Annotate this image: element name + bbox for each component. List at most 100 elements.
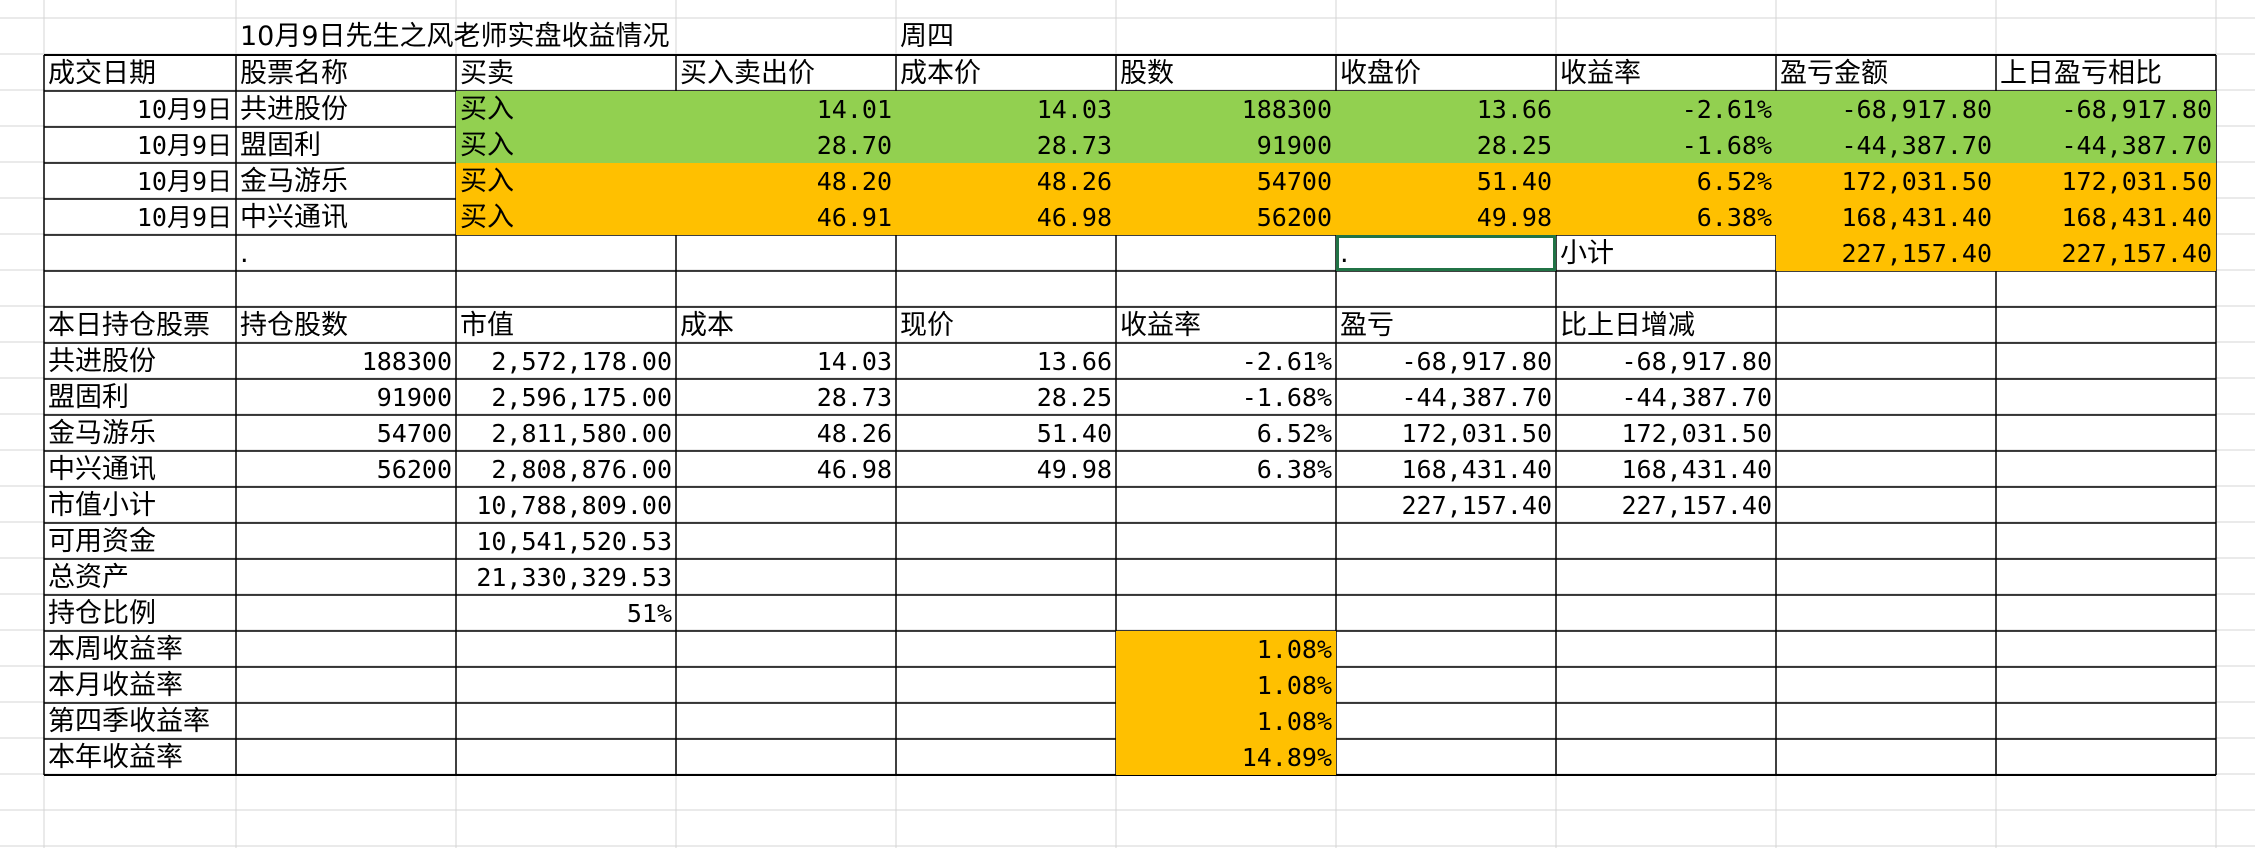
- empty-cell[interactable]: [1336, 739, 1556, 775]
- empty-cell[interactable]: [1996, 487, 2216, 523]
- trade-cell-return[interactable]: -1.68%: [1556, 127, 1776, 163]
- empty-cell[interactable]: [1996, 379, 2216, 415]
- holdings-cell-value[interactable]: 2,811,580.00: [491, 418, 672, 448]
- holdings-cell-delta[interactable]: 168,431.40: [1621, 454, 1772, 484]
- empty-cell[interactable]: [236, 271, 456, 307]
- trade-cell-vs_prev[interactable]: -68,917.80: [1996, 91, 2216, 127]
- holdings-cell-name[interactable]: 中兴通讯: [48, 453, 156, 485]
- trade-cell-name[interactable]: 共进股份: [240, 93, 348, 125]
- holdings-cell-delta[interactable]: 172,031.50: [1621, 418, 1772, 448]
- empty-cell[interactable]: [1996, 667, 2216, 703]
- trade-cell-shares[interactable]: 56200: [1116, 199, 1336, 235]
- empty-cell[interactable]: [676, 595, 896, 631]
- subtotal-vs-prev[interactable]: 227,157.40: [1996, 235, 2216, 271]
- return-label[interactable]: 第四季收益率: [48, 705, 210, 737]
- empty-cell[interactable]: [1336, 271, 1556, 307]
- return-value[interactable]: 1.08%: [1116, 703, 1336, 739]
- empty-cell[interactable]: [676, 271, 896, 307]
- empty-cell[interactable]: [456, 631, 676, 667]
- trade-cell-vs_prev[interactable]: 172,031.50: [1996, 163, 2216, 199]
- trade-cell-date[interactable]: 10月9日: [136, 166, 232, 196]
- selected-cell[interactable]: .: [1336, 235, 1556, 271]
- market-value-subtotal-label[interactable]: 市值小计: [48, 489, 156, 521]
- return-value[interactable]: 1.08%: [1116, 667, 1336, 703]
- empty-cell[interactable]: [456, 667, 676, 703]
- trade-cell-name[interactable]: 盟固利: [240, 129, 321, 161]
- trade-subtotal-cell[interactable]: [896, 235, 1116, 271]
- empty-cell[interactable]: [236, 559, 456, 595]
- holdings-cell-cost[interactable]: 28.73: [816, 382, 892, 412]
- empty-cell[interactable]: [676, 631, 896, 667]
- empty-cell[interactable]: [1776, 739, 1996, 775]
- holdings-cell-pnl[interactable]: -68,917.80: [1401, 346, 1552, 376]
- trade-header-9[interactable]: 上日盈亏相比: [2000, 57, 2162, 89]
- empty-cell[interactable]: [676, 703, 896, 739]
- empty-cell[interactable]: [1116, 523, 1336, 559]
- holdings-cell-shares[interactable]: 54700: [376, 418, 452, 448]
- empty-cell[interactable]: [1776, 667, 1996, 703]
- empty-cell[interactable]: [896, 667, 1116, 703]
- trade-subtotal-cell[interactable]: [676, 235, 896, 271]
- holdings-cell-price[interactable]: 28.25: [1036, 382, 1112, 412]
- holdings-header-1[interactable]: 持仓股数: [240, 309, 348, 341]
- holdings-cell-delta[interactable]: -68,917.80: [1621, 346, 1772, 376]
- trade-cell-return[interactable]: -2.61%: [1556, 91, 1776, 127]
- trade-cell-close[interactable]: 49.98: [1336, 199, 1556, 235]
- trade-cell-date[interactable]: 10月9日: [136, 130, 232, 160]
- holdings-cell-value[interactable]: 2,572,178.00: [491, 346, 672, 376]
- trade-cell-cost[interactable]: 46.98: [896, 199, 1116, 235]
- empty-cell[interactable]: [896, 559, 1116, 595]
- holdings-cell-cost[interactable]: 48.26: [816, 418, 892, 448]
- holdings-cell-cost[interactable]: 14.03: [816, 346, 892, 376]
- trade-cell-pnl[interactable]: -68,917.80: [1776, 91, 1996, 127]
- position-ratio-value[interactable]: 51%: [626, 598, 672, 628]
- trade-cell-return[interactable]: 6.38%: [1556, 199, 1776, 235]
- empty-cell[interactable]: [1336, 631, 1556, 667]
- empty-cell[interactable]: [236, 523, 456, 559]
- empty-cell[interactable]: [676, 667, 896, 703]
- holdings-cell-name[interactable]: 盟固利: [48, 381, 129, 413]
- trade-cell-cost[interactable]: 28.73: [896, 127, 1116, 163]
- trade-header-5[interactable]: 股数: [1120, 57, 1174, 89]
- trade-subtotal-cell[interactable]: [456, 235, 676, 271]
- empty-cell[interactable]: [1996, 559, 2216, 595]
- empty-cell[interactable]: [676, 559, 896, 595]
- trade-cell-price[interactable]: 14.01: [676, 91, 896, 127]
- sheet-title[interactable]: 10月9日先生之风老师实盘收益情况: [240, 21, 670, 52]
- empty-cell[interactable]: [676, 523, 896, 559]
- empty-cell[interactable]: [1116, 595, 1336, 631]
- empty-cell[interactable]: [1556, 631, 1776, 667]
- return-value[interactable]: 14.89%: [1116, 739, 1336, 775]
- holdings-header-0[interactable]: 本日持仓股票: [48, 309, 210, 341]
- empty-cell[interactable]: [236, 631, 456, 667]
- empty-cell[interactable]: [1116, 487, 1336, 523]
- holdings-cell-price[interactable]: 49.98: [1036, 454, 1112, 484]
- empty-cell[interactable]: [236, 595, 456, 631]
- empty-cell[interactable]: [676, 487, 896, 523]
- subtotal-label[interactable]: 小计: [1560, 237, 1614, 269]
- empty-cell[interactable]: [896, 703, 1116, 739]
- holdings-cell-delta[interactable]: -44,387.70: [1621, 382, 1772, 412]
- trade-cell-price[interactable]: 46.91: [676, 199, 896, 235]
- empty-cell[interactable]: [1996, 595, 2216, 631]
- empty-cell[interactable]: [676, 739, 896, 775]
- empty-cell[interactable]: [896, 523, 1116, 559]
- empty-cell[interactable]: [1556, 703, 1776, 739]
- empty-cell[interactable]: [1116, 271, 1336, 307]
- holdings-cell-price[interactable]: 51.40: [1036, 418, 1112, 448]
- holdings-delta-subtotal[interactable]: 227,157.40: [1621, 490, 1772, 520]
- trade-cell-side[interactable]: 买入: [456, 91, 676, 127]
- holdings-header-7[interactable]: 比上日增减: [1560, 309, 1695, 341]
- holdings-cell-shares[interactable]: 188300: [361, 346, 452, 376]
- empty-cell[interactable]: [1556, 739, 1776, 775]
- trade-header-8[interactable]: 盈亏金额: [1780, 57, 1888, 89]
- empty-cell[interactable]: [1776, 703, 1996, 739]
- return-value[interactable]: 1.08%: [1116, 631, 1336, 667]
- trade-cell-name[interactable]: 中兴通讯: [240, 201, 348, 233]
- trade-header-3[interactable]: 买入卖出价: [680, 57, 815, 89]
- empty-cell[interactable]: [1996, 451, 2216, 487]
- trade-cell-pnl[interactable]: -44,387.70: [1776, 127, 1996, 163]
- empty-cell[interactable]: [1776, 523, 1996, 559]
- total-assets-value[interactable]: 21,330,329.53: [476, 562, 672, 592]
